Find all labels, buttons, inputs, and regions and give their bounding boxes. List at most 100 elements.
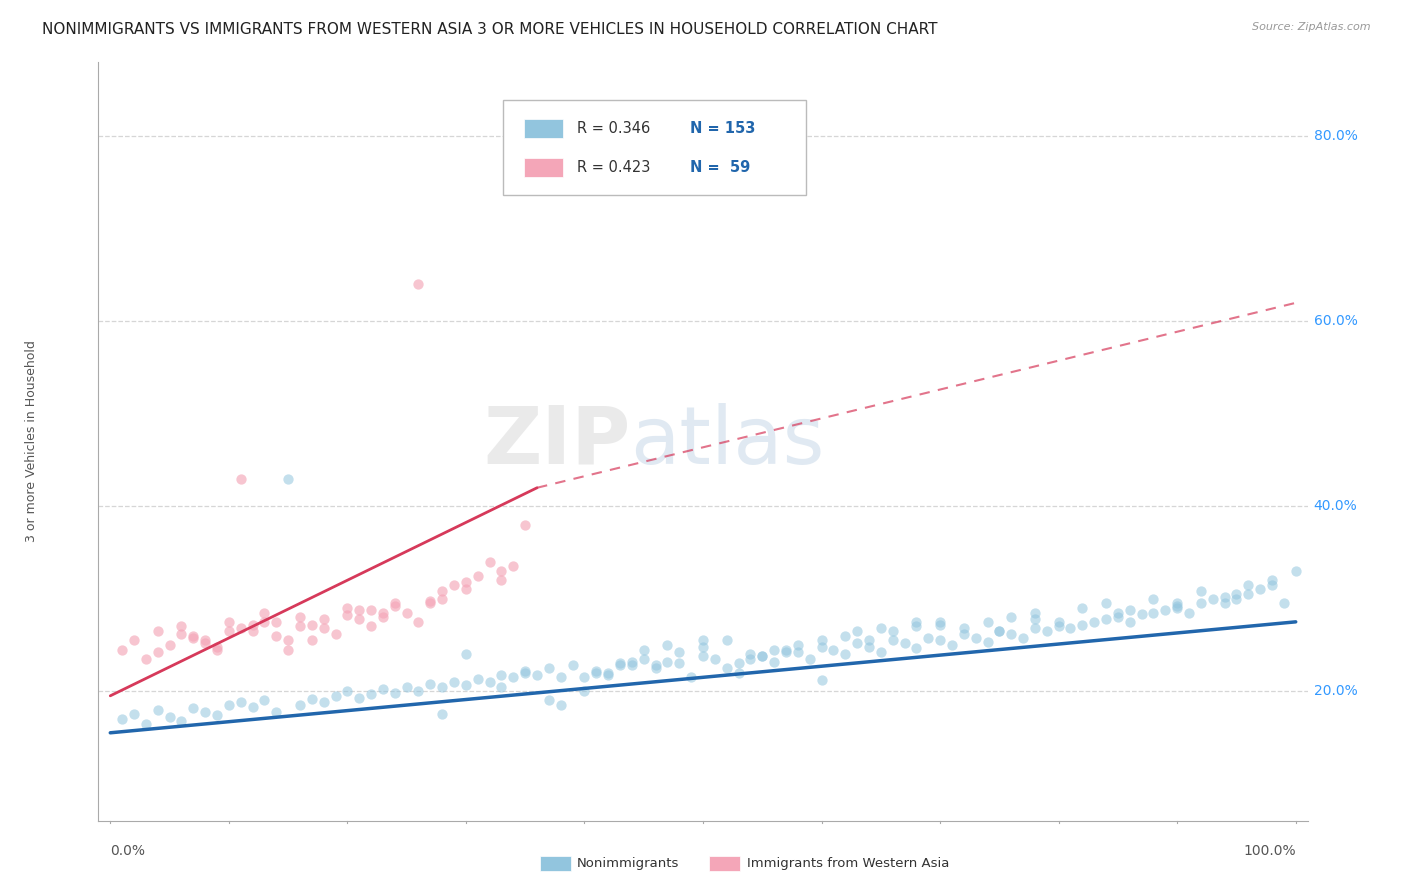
Point (1000, 610, 1022, 624)
Point (419, 593, 441, 607)
Point (122, 633, 145, 648)
Point (1036, 624, 1059, 639)
Point (834, 647, 856, 661)
Point (644, 658, 666, 673)
Bar (524, 158, 562, 177)
Text: 80.0%: 80.0% (1313, 129, 1358, 144)
Point (478, 555, 501, 569)
Point (905, 619, 928, 633)
Point (443, 675, 465, 690)
Point (775, 645, 797, 659)
Text: NONIMMIGRANTS VS IMMIGRANTS FROM WESTERN ASIA 3 OR MORE VEHICLES IN HOUSEHOLD CO: NONIMMIGRANTS VS IMMIGRANTS FROM WESTERN… (42, 22, 938, 37)
Point (846, 636, 869, 650)
Point (716, 661, 738, 675)
Point (170, 714, 193, 728)
Text: N =  59: N = 59 (690, 160, 749, 175)
Point (976, 635, 998, 649)
Point (561, 658, 583, 673)
Text: 60.0%: 60.0% (1313, 314, 1358, 328)
Point (371, 606, 394, 620)
Point (1024, 612, 1046, 626)
Point (408, 277, 430, 292)
Point (253, 615, 276, 629)
Point (692, 648, 714, 663)
Point (1142, 606, 1164, 620)
Point (941, 638, 963, 652)
Point (146, 645, 169, 659)
Point (419, 596, 441, 610)
Bar (540, 856, 571, 871)
Point (537, 661, 560, 675)
Text: 100.0%: 100.0% (1243, 844, 1296, 858)
Point (264, 629, 287, 643)
Point (443, 578, 465, 592)
Point (869, 645, 891, 659)
Point (952, 627, 974, 641)
Point (159, 710, 181, 724)
Point (1119, 615, 1142, 629)
Point (194, 636, 217, 650)
Point (846, 624, 869, 639)
Point (194, 633, 217, 648)
Point (360, 603, 382, 617)
Point (1142, 591, 1164, 606)
Point (347, 612, 370, 626)
Bar (524, 120, 562, 138)
Point (301, 617, 323, 632)
Point (347, 690, 370, 705)
Point (229, 695, 252, 709)
Point (135, 652, 157, 666)
Point (1024, 606, 1046, 620)
Text: atlas: atlas (630, 402, 825, 481)
Point (467, 672, 489, 686)
Point (419, 677, 441, 691)
Point (763, 655, 786, 669)
Point (515, 664, 537, 678)
Point (1130, 607, 1153, 622)
Point (288, 610, 311, 624)
Point (598, 667, 620, 681)
Point (727, 657, 749, 671)
Point (823, 642, 845, 657)
Point (668, 657, 690, 671)
Point (1225, 587, 1247, 601)
Point (537, 693, 560, 707)
Point (325, 689, 347, 703)
Point (146, 703, 169, 717)
Point (668, 645, 690, 659)
Point (574, 670, 596, 684)
Point (491, 573, 513, 587)
Point (205, 708, 228, 723)
Point (360, 619, 382, 633)
Point (336, 601, 359, 615)
Point (229, 621, 252, 635)
Text: R = 0.346: R = 0.346 (578, 121, 651, 136)
Point (763, 642, 786, 657)
Point (929, 617, 952, 632)
Point (1095, 612, 1118, 626)
Text: Nonimmigrants: Nonimmigrants (578, 857, 679, 871)
Point (657, 655, 679, 669)
Point (181, 629, 204, 643)
Point (1071, 617, 1094, 632)
Point (1272, 596, 1295, 610)
Point (740, 652, 762, 666)
Point (395, 680, 418, 694)
Point (692, 633, 714, 648)
Point (218, 624, 240, 639)
Point (681, 670, 703, 684)
Text: Source: ZipAtlas.com: Source: ZipAtlas.com (1253, 22, 1371, 32)
Point (1237, 578, 1260, 592)
Point (264, 705, 287, 719)
Point (929, 615, 952, 629)
Point (288, 698, 311, 712)
Point (491, 564, 513, 578)
Point (882, 633, 904, 648)
Point (917, 631, 939, 645)
Point (454, 575, 477, 590)
Point (585, 665, 607, 680)
Point (159, 638, 181, 652)
Point (454, 582, 477, 597)
Point (253, 606, 276, 620)
Point (786, 638, 808, 652)
